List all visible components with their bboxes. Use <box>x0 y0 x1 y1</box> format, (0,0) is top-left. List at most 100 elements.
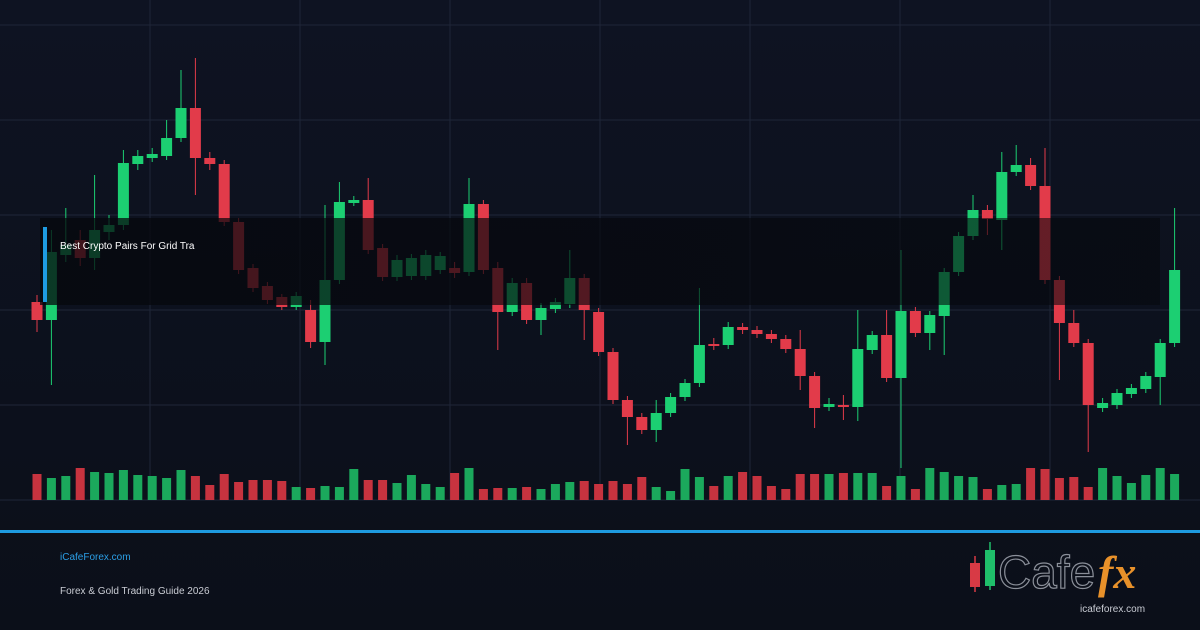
volume-bar <box>61 476 71 500</box>
volume-bar <box>248 480 258 500</box>
volume-bar <box>421 484 431 500</box>
footer-site: iCafeForex.com <box>60 552 131 563</box>
candle-body <box>175 108 187 138</box>
volume-bar <box>766 486 776 500</box>
volume-bar <box>176 470 186 500</box>
volume-bar <box>1069 477 1079 500</box>
volume-bar <box>277 481 287 500</box>
candle-body <box>765 334 777 339</box>
title-overlay <box>40 218 1160 305</box>
candle-body <box>780 339 792 349</box>
candle-body <box>189 108 201 158</box>
logo-candle <box>985 550 995 586</box>
volume-bar <box>982 489 992 500</box>
volume-bar <box>997 485 1007 500</box>
candle-body <box>1140 376 1152 389</box>
candle-body <box>708 344 720 346</box>
candle-body <box>146 154 158 158</box>
volume-bar <box>522 487 532 500</box>
candle-body <box>794 349 806 376</box>
volume-bar <box>90 472 100 500</box>
volume-bar <box>507 488 517 500</box>
volume-bar <box>1026 468 1036 500</box>
candle-body <box>535 308 547 320</box>
volume-bar <box>435 487 445 500</box>
volume-bar <box>1098 468 1108 500</box>
volume-bar <box>406 475 416 500</box>
candle-body <box>319 280 331 342</box>
candle-body <box>665 397 677 413</box>
candle-body <box>679 383 691 397</box>
candle-body <box>909 311 921 333</box>
volume-bar <box>579 481 589 500</box>
volume-bar <box>594 484 604 500</box>
volume-bar <box>190 476 200 500</box>
candle-body <box>852 349 864 407</box>
logo-url: icafeforex.com <box>1080 604 1145 615</box>
logo-word: Cafe <box>998 546 1095 598</box>
volume-bar <box>536 489 546 500</box>
candle-body <box>895 311 907 378</box>
volume-bar <box>954 476 964 500</box>
volume-bar <box>666 491 676 500</box>
volume-bar <box>320 486 330 500</box>
candle-body <box>117 163 129 225</box>
volume-bar <box>478 489 488 500</box>
volume-bar <box>464 468 474 500</box>
volume-bar <box>262 480 272 500</box>
candle-body <box>593 312 605 352</box>
volume-bar <box>694 477 704 500</box>
candle-body <box>1068 323 1080 343</box>
volume-bar <box>550 484 560 500</box>
candle-body <box>218 164 230 222</box>
candle-body <box>1097 403 1109 408</box>
volume-bar <box>838 473 848 500</box>
candle-body <box>348 200 360 203</box>
candle-body <box>996 172 1008 220</box>
candle-body <box>1025 165 1037 186</box>
volume-bar <box>205 485 215 500</box>
volume-bar <box>219 474 229 500</box>
volume-bar <box>306 488 316 500</box>
volume-bar <box>709 486 719 500</box>
volume-bar <box>493 488 503 500</box>
candle-body <box>132 156 144 164</box>
candle-body <box>621 400 633 417</box>
candle-body <box>837 405 849 407</box>
volume-bar <box>291 487 301 500</box>
volume-bar <box>1126 483 1136 500</box>
overlay-title: Best Crypto Pairs For Grid Tra <box>60 241 195 252</box>
candle-body <box>751 330 763 334</box>
candle-body <box>924 315 936 333</box>
volume-bar <box>147 476 157 500</box>
candle-body <box>1125 388 1137 394</box>
candle-body <box>722 327 734 345</box>
volume-bar <box>363 480 373 500</box>
candle-body <box>693 345 705 383</box>
candle-body <box>1169 270 1181 343</box>
volume <box>32 468 1180 500</box>
volume-bar <box>723 476 733 500</box>
candle-body <box>161 138 173 156</box>
candle-body <box>607 352 619 400</box>
volume-bar <box>637 477 647 500</box>
divider <box>0 530 1200 533</box>
volume-bar <box>939 472 949 500</box>
logo-accent: fx <box>1098 547 1136 598</box>
volume-bar <box>1155 468 1165 500</box>
volume-bar <box>1040 469 1050 500</box>
candle-body <box>866 335 878 350</box>
volume-bar <box>896 476 906 500</box>
candle-body <box>549 302 561 309</box>
volume-bar <box>1054 478 1064 500</box>
volume-bar <box>910 489 920 500</box>
accent-bar <box>43 227 47 302</box>
volume-bar <box>680 469 690 500</box>
candle-body <box>1010 165 1022 172</box>
volume-bar <box>565 482 575 500</box>
candle-body <box>1082 343 1094 405</box>
volume-bar <box>46 478 56 500</box>
volume-bar <box>867 473 877 500</box>
